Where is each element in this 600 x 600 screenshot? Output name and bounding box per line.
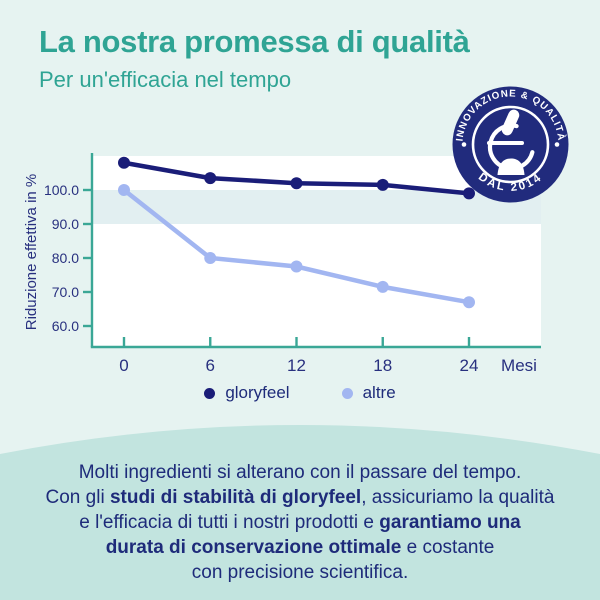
y-tick-label: 70.0: [52, 284, 79, 300]
data-point-altre: [463, 296, 475, 309]
footer-line: durata di conservazione ottimale e costa…: [0, 535, 600, 560]
stability-line-chart: 100.0 90.0 80.0 70.0 60.0 0 6 12 18 24 Riduzione …: [23, 153, 541, 375]
footer-line: Molti ingredienti si alterano con il pas…: [0, 460, 600, 485]
footer-segment: e costante: [401, 537, 495, 558]
y-tick-label: 80.0: [52, 250, 79, 266]
x-tick-label: 18: [373, 356, 392, 375]
x-tick-label: 24: [460, 356, 479, 375]
data-point-gloryfeel: [463, 187, 475, 200]
footer-segment: con precisione scientifica.: [191, 562, 409, 583]
footer-segment: Molti ingredienti si alterano con il pas…: [78, 462, 522, 483]
y-axis-title: Riduzione effettiva in %: [23, 174, 40, 330]
footer-segment: Con gli: [45, 487, 110, 508]
footer-line: e l'efficacia di tutti i nostri prodotti…: [0, 510, 600, 535]
header: La nostra promessa di qualità Per un'eff…: [39, 24, 470, 93]
legend-label: altre: [362, 383, 396, 402]
bottom-section: Molti ingredienti si alterano con il pas…: [0, 424, 600, 600]
badge-inner-ring: [471, 105, 550, 184]
plot-area: [92, 156, 541, 347]
quality-badge: INNOVAZIONE & QUALITÀ DAL 2014: [452, 86, 569, 203]
data-point-altre: [376, 280, 389, 293]
footer-segment-bold: durata di conservazione ottimale: [105, 537, 402, 558]
altre-dot-icon: [341, 387, 353, 399]
legend-item-gloryfeel: gloryfeel: [204, 383, 290, 403]
gloryfeel-dot-icon: [204, 387, 216, 399]
x-tick-label: 12: [287, 356, 306, 375]
x-tick-label: 6: [206, 356, 215, 375]
legend-label: gloryfeel: [225, 383, 290, 402]
footer-line: Con gli studi di stabilità di gloryfeel,…: [0, 485, 600, 510]
y-tick-label: 100.0: [44, 182, 79, 198]
data-point-altre: [118, 184, 130, 196]
legend-item-altre: altre: [341, 383, 396, 403]
badge-right-dot-icon: [554, 142, 560, 147]
x-axis-title: Mesi: [501, 356, 537, 375]
footer-segment-bold: studi di stabilità di gloryfeel: [109, 487, 362, 508]
data-point-gloryfeel: [290, 177, 303, 190]
page-subtitle: Per un'efficacia nel tempo: [39, 67, 292, 92]
footer-segment-bold: garantiamo una: [379, 512, 521, 533]
badge-left-dot-icon: [461, 142, 467, 147]
page-title: La nostra promessa di qualità: [39, 24, 470, 59]
footer-text: Molti ingredienti si alterano con il pas…: [0, 460, 600, 585]
footer-line: con precisione scientifica.: [0, 560, 600, 585]
data-point-gloryfeel: [376, 178, 389, 191]
wave-divider: [0, 425, 600, 600]
footer-segment: , assicuriamo la qualità: [361, 487, 555, 508]
data-point-gloryfeel: [204, 172, 217, 185]
x-tick-label: 0: [119, 356, 128, 375]
y-tick-label: 60.0: [52, 318, 79, 334]
footer-segment: e l'efficacia di tutti i nostri prodotti…: [79, 512, 380, 533]
microscope-icon: [487, 109, 536, 175]
y-tick-label: 90.0: [52, 216, 79, 232]
data-point-altre: [290, 260, 303, 273]
data-point-gloryfeel: [118, 156, 130, 169]
data-point-altre: [204, 252, 217, 264]
chart-legend: gloryfeel altre: [0, 383, 600, 403]
